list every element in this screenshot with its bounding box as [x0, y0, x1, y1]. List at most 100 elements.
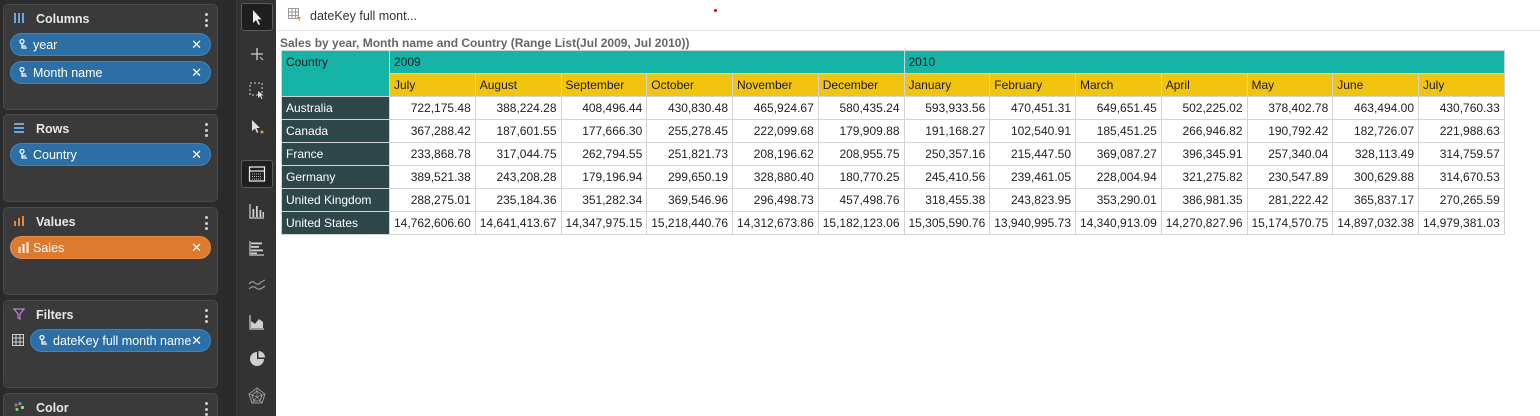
- value-cell[interactable]: 367,288.42: [389, 119, 476, 143]
- value-cell[interactable]: 317,044.75: [474, 142, 562, 166]
- field-pill-datekey[interactable]: dateKey full month name ✕: [30, 329, 211, 352]
- value-cell[interactable]: 430,830.48: [646, 96, 733, 120]
- value-cell[interactable]: 649,651.45: [1075, 96, 1162, 120]
- value-cell[interactable]: 102,540.91: [989, 119, 1076, 143]
- close-icon[interactable]: ✕: [191, 147, 202, 162]
- value-cell[interactable]: 408,496.44: [560, 96, 648, 120]
- value-cell[interactable]: 281,222.42: [1246, 188, 1334, 212]
- panel-splitter[interactable]: [222, 0, 236, 416]
- month-header[interactable]: October: [646, 73, 733, 97]
- radar-chart-button[interactable]: [241, 382, 273, 410]
- bar-chart-button[interactable]: [241, 234, 273, 262]
- value-cell[interactable]: 251,821.73: [646, 142, 733, 166]
- value-cell[interactable]: 15,305,590.76: [903, 211, 991, 235]
- year-header[interactable]: 2009: [389, 50, 905, 74]
- value-cell[interactable]: 222,099.68: [732, 119, 819, 143]
- value-cell[interactable]: 262,794.55: [560, 142, 648, 166]
- row-header[interactable]: Canada: [281, 119, 390, 143]
- value-cell[interactable]: 328,880.40: [732, 165, 819, 189]
- pointer-tool[interactable]: [241, 3, 273, 31]
- value-cell[interactable]: 378,402.78: [1246, 96, 1334, 120]
- value-cell[interactable]: 177,666.30: [560, 119, 648, 143]
- tab-title[interactable]: dateKey full mont...: [310, 9, 418, 23]
- grid-filter-icon[interactable]: [12, 334, 24, 349]
- value-cell[interactable]: 228,004.94: [1075, 165, 1162, 189]
- month-header[interactable]: September: [560, 73, 648, 97]
- value-cell[interactable]: 314,759.57: [1418, 142, 1505, 166]
- month-header[interactable]: July: [1418, 73, 1505, 97]
- value-cell[interactable]: 221,988.63: [1418, 119, 1505, 143]
- value-cell[interactable]: 463,494.00: [1332, 96, 1419, 120]
- value-cell[interactable]: 250,357.16: [903, 142, 991, 166]
- value-cell[interactable]: 593,933.56: [903, 96, 991, 120]
- value-cell[interactable]: 296,498.73: [732, 188, 819, 212]
- month-header[interactable]: July: [389, 73, 476, 97]
- values-menu-icon[interactable]: [205, 216, 209, 230]
- month-header[interactable]: December: [817, 73, 905, 97]
- row-header[interactable]: Australia: [281, 96, 390, 120]
- value-cell[interactable]: 353,290.01: [1075, 188, 1162, 212]
- value-cell[interactable]: 257,340.04: [1246, 142, 1334, 166]
- field-pill-sales[interactable]: Sales ✕: [10, 236, 211, 259]
- month-header[interactable]: June: [1332, 73, 1419, 97]
- close-icon[interactable]: ✕: [191, 65, 202, 80]
- value-cell[interactable]: 580,435.24: [817, 96, 905, 120]
- value-cell[interactable]: 266,946.82: [1160, 119, 1248, 143]
- month-header[interactable]: February: [989, 73, 1076, 97]
- value-cell[interactable]: 14,312,673.86: [732, 211, 819, 235]
- value-cell[interactable]: 321,275.82: [1160, 165, 1248, 189]
- month-header[interactable]: March: [1075, 73, 1162, 97]
- value-cell[interactable]: 14,270,827.96: [1160, 211, 1248, 235]
- value-cell[interactable]: 14,762,606.60: [389, 211, 476, 235]
- value-cell[interactable]: 365,837.17: [1332, 188, 1419, 212]
- corner-header[interactable]: Country: [281, 50, 390, 97]
- value-cell[interactable]: 180,770.25: [817, 165, 905, 189]
- value-cell[interactable]: 243,208.28: [474, 165, 562, 189]
- value-cell[interactable]: 351,282.34: [560, 188, 648, 212]
- value-cell[interactable]: 270,265.59: [1418, 188, 1505, 212]
- value-cell[interactable]: 15,182,123.06: [817, 211, 905, 235]
- value-cell[interactable]: 208,196.62: [732, 142, 819, 166]
- value-cell[interactable]: 190,792.42: [1246, 119, 1334, 143]
- value-cell[interactable]: 15,218,440.76: [646, 211, 733, 235]
- pie-chart-button[interactable]: [241, 345, 273, 373]
- month-header[interactable]: January: [903, 73, 991, 97]
- field-pill-month-name[interactable]: Month name ✕: [10, 61, 211, 84]
- value-cell[interactable]: 179,196.94: [560, 165, 648, 189]
- value-cell[interactable]: 299,650.19: [646, 165, 733, 189]
- value-cell[interactable]: 13,940,995.73: [989, 211, 1076, 235]
- marquee-select-tool[interactable]: [241, 76, 273, 104]
- value-cell[interactable]: 187,601.55: [474, 119, 562, 143]
- value-cell[interactable]: 230,547.89: [1246, 165, 1334, 189]
- value-cell[interactable]: 235,184.36: [474, 188, 562, 212]
- drill-tool[interactable]: [241, 113, 273, 141]
- month-header[interactable]: August: [474, 73, 562, 97]
- value-cell[interactable]: 328,113.49: [1332, 142, 1419, 166]
- area-chart-button[interactable]: [241, 308, 273, 336]
- column-chart-button[interactable]: [241, 197, 273, 225]
- value-cell[interactable]: 386,981.35: [1160, 188, 1248, 212]
- value-cell[interactable]: 179,909.88: [817, 119, 905, 143]
- field-pill-country[interactable]: Country ✕: [10, 143, 211, 166]
- value-cell[interactable]: 457,498.76: [817, 188, 905, 212]
- value-cell[interactable]: 208,955.75: [817, 142, 905, 166]
- row-header[interactable]: United States: [281, 211, 390, 235]
- filters-menu-icon[interactable]: [205, 309, 209, 323]
- value-cell[interactable]: 243,823.95: [989, 188, 1076, 212]
- rows-menu-icon[interactable]: [205, 123, 209, 137]
- value-cell[interactable]: 14,897,032.38: [1332, 211, 1419, 235]
- month-header[interactable]: May: [1246, 73, 1334, 97]
- row-header[interactable]: France: [281, 142, 390, 166]
- line-chart-button[interactable]: [241, 271, 273, 299]
- close-icon[interactable]: ✕: [191, 333, 202, 348]
- field-pill-year[interactable]: year ✕: [10, 33, 211, 56]
- value-cell[interactable]: 300,629.88: [1332, 165, 1419, 189]
- value-cell[interactable]: 185,451.25: [1075, 119, 1162, 143]
- table-filter-icon[interactable]: [288, 8, 302, 22]
- close-icon[interactable]: ✕: [191, 240, 202, 255]
- table-visual-button[interactable]: [241, 160, 273, 188]
- row-header[interactable]: United Kingdom: [281, 188, 390, 212]
- value-cell[interactable]: 255,278.45: [646, 119, 733, 143]
- value-cell[interactable]: 14,979,381.03: [1418, 211, 1505, 235]
- year-header[interactable]: 2010: [903, 50, 1505, 74]
